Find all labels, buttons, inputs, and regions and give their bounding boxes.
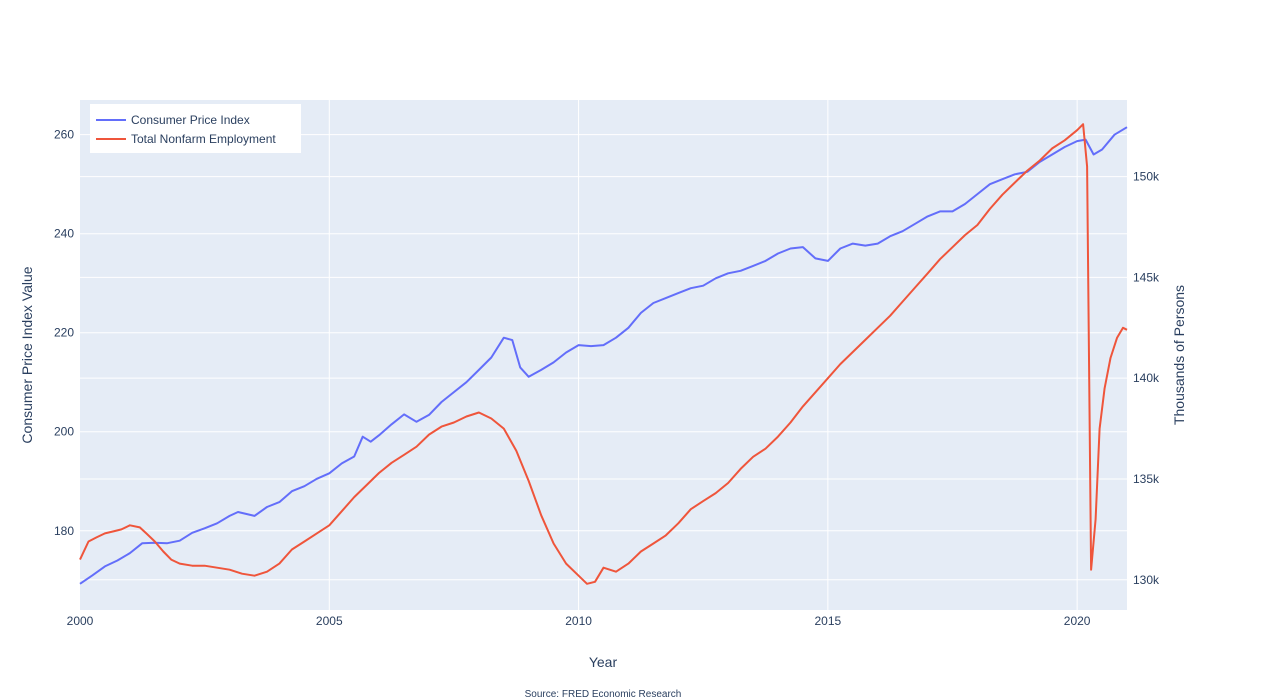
legend-label-cpi[interactable]: Consumer Price Index — [131, 113, 250, 127]
legend-label-employment[interactable]: Total Nonfarm Employment — [131, 132, 276, 146]
x-tick-label: 2005 — [316, 614, 343, 628]
tick-labels: 2000 2005 2010 2015 2020 180 200 220 240 260 130k 1… — [54, 128, 1160, 628]
y2-tick-label: 135k — [1133, 472, 1160, 486]
series-line-employment — [79, 123, 1128, 585]
y-tick-label: 240 — [54, 227, 74, 241]
y-tick-label: 200 — [54, 425, 74, 439]
x-tick-label: 2000 — [67, 614, 94, 628]
y-axis-title: Consumer Price Index Value — [19, 266, 35, 443]
y-tick-label: 180 — [54, 524, 74, 538]
y2-tick-label: 145k — [1133, 270, 1160, 284]
y2-tick-label: 150k — [1133, 170, 1160, 184]
source-note: Source: FRED Economic Research — [525, 689, 682, 700]
series-lines — [79, 123, 1128, 585]
y2-axis-title: Thousands of Persons — [1171, 285, 1187, 425]
y2-tick-label: 140k — [1133, 371, 1160, 385]
legend: Consumer Price Index Total Nonfarm Emplo… — [90, 104, 301, 153]
x-tick-label: 2020 — [1064, 614, 1091, 628]
legend-box — [90, 104, 301, 153]
y-tick-label: 220 — [54, 326, 74, 340]
series-line-cpi — [79, 126, 1128, 585]
y2-tick-label: 130k — [1133, 573, 1160, 587]
y-tick-label: 260 — [54, 128, 74, 142]
x-axis-title: Year — [589, 654, 618, 670]
plot-background — [80, 100, 1127, 610]
x-tick-label: 2015 — [815, 614, 842, 628]
x-tick-label: 2010 — [565, 614, 592, 628]
